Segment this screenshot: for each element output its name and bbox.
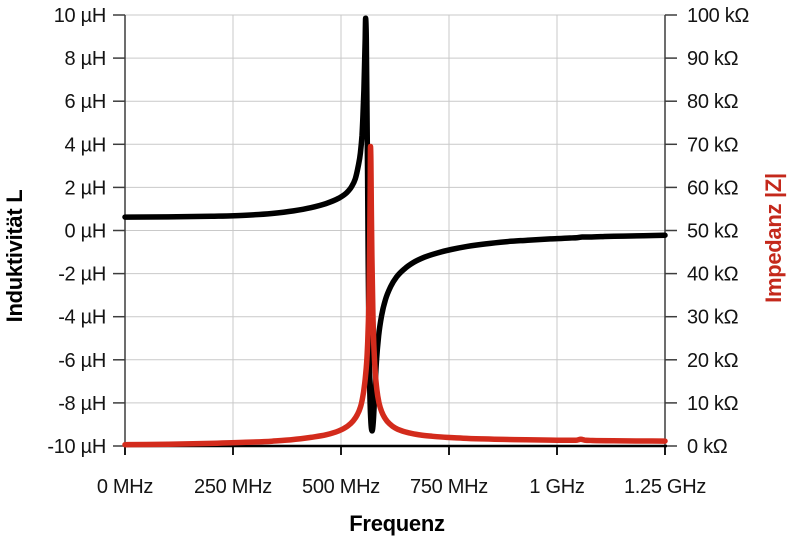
curves bbox=[122, 15, 668, 448]
impedance-curve bbox=[122, 143, 668, 448]
gridlines bbox=[125, 14, 665, 446]
y-left-tick-label: 0 µH bbox=[65, 221, 106, 243]
y-right-axis-title: Impedanz |Z| bbox=[761, 173, 786, 303]
x-tick-label: 500 MHz bbox=[302, 476, 380, 498]
y-right-tick-label: 50 kΩ bbox=[687, 221, 739, 243]
y-left-tick-label: 6 µH bbox=[65, 91, 106, 113]
x-tick-label: 1.25 GHz bbox=[624, 476, 706, 498]
y-left-tick-label: -4 µH bbox=[58, 307, 106, 329]
y-left-tick-label: -2 µH bbox=[58, 264, 106, 286]
y-left-axis-title: Induktivität L bbox=[2, 190, 27, 323]
y-right-tick-label: 20 kΩ bbox=[687, 350, 739, 372]
y-left-tick-label: -8 µH bbox=[58, 393, 106, 415]
y-right-tick-label: 40 kΩ bbox=[687, 264, 739, 286]
y-right-tick-label: 90 kΩ bbox=[687, 48, 739, 70]
x-tick-label: 1 GHz bbox=[529, 476, 584, 498]
x-axis-title: Frequenz bbox=[349, 511, 445, 536]
tick-labels: 10 µH 8 µH 6 µH 4 µH 2 µH 0 µH -2 µH -4 µH -6 µH… bbox=[47, 5, 749, 498]
y-right-tick-label: 0 kΩ bbox=[687, 436, 728, 458]
y-left-tick-label: 8 µH bbox=[65, 48, 106, 70]
y-right-tick-label: 70 kΩ bbox=[687, 134, 739, 156]
x-tick-label: 250 MHz bbox=[194, 476, 272, 498]
y-left-tick-label: 4 µH bbox=[65, 134, 106, 156]
y-right-tick-label: 80 kΩ bbox=[687, 91, 739, 113]
inductance-curve bbox=[122, 15, 668, 434]
y-left-tick-label: -6 µH bbox=[58, 350, 106, 372]
axes bbox=[113, 14, 677, 455]
x-tick-label: 0 MHz bbox=[97, 476, 153, 498]
x-tick-label: 750 MHz bbox=[410, 476, 488, 498]
y-right-tick-label: 30 kΩ bbox=[687, 307, 739, 329]
y-right-tick-label: 10 kΩ bbox=[687, 393, 739, 415]
y-right-tick-label: 100 kΩ bbox=[687, 5, 749, 27]
y-left-tick-label: 10 µH bbox=[54, 5, 106, 27]
y-left-tick-label: -10 µH bbox=[47, 436, 106, 458]
y-right-tick-label: 60 kΩ bbox=[687, 177, 739, 199]
y-left-tick-label: 2 µH bbox=[65, 177, 106, 199]
